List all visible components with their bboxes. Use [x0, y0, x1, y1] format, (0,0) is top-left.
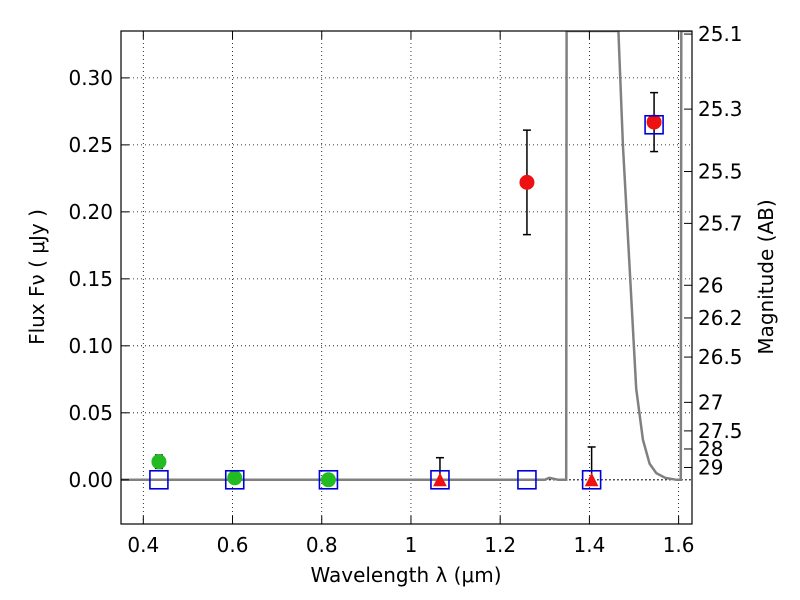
y-tick-label: 0.05 [68, 401, 113, 425]
x-tick-label: 0.6 [217, 533, 249, 557]
data-point-circle [151, 454, 167, 470]
plot-area [121, 31, 692, 490]
model-point-square [644, 114, 664, 135]
model-point-square [318, 469, 339, 490]
y-tick-label: 0.00 [68, 468, 113, 492]
data-point-circle [227, 470, 243, 486]
y2-tick-label: 26.5 [698, 345, 743, 369]
y2-axis-label: Magnitude (AB) [754, 199, 778, 354]
model-point-square [224, 469, 245, 490]
x-tick-label: 1.4 [573, 533, 605, 557]
plot-frame [120, 30, 693, 525]
y2-tick-label: 25.1 [698, 22, 743, 46]
y2-tick-label: 25.7 [698, 211, 743, 235]
y-axis-label: Flux Fν ( μJy ) [25, 209, 49, 345]
model-point-square [517, 469, 537, 490]
y-tick-label: 0.30 [68, 66, 113, 90]
x-axis-label: Wavelength λ (μm) [310, 563, 501, 587]
y2-tick-label: 29 [698, 455, 723, 479]
model-point-square [149, 469, 169, 490]
data-point-circle [646, 114, 662, 130]
y2-tick-label: 27.5 [698, 419, 743, 443]
y2-tick-label: 27 [698, 390, 723, 414]
data-point-circle [519, 174, 535, 190]
y-tick-label: 0.15 [68, 267, 113, 291]
model-spectrum-line [121, 31, 692, 482]
x-tick-label: 1.6 [663, 533, 695, 557]
data-point-triangle [433, 472, 447, 487]
y2-tick-label: 25.3 [698, 97, 743, 121]
y2-tick-label: 26 [698, 273, 723, 297]
y-tick-label: 0.10 [68, 334, 113, 358]
model-point-square [581, 469, 602, 490]
data-point-triangle [584, 472, 599, 487]
y-axis: 0.00 0.05 0.10 0.15 0.20 0.25 0.30 [68, 66, 129, 492]
x-axis: 0.4 0.6 0.8 1 1.2 1.4 1.6 [127, 31, 695, 557]
x-tick-label: 0.4 [127, 533, 159, 557]
data-point-circle [320, 472, 336, 488]
model-point-square [430, 469, 450, 490]
y-tick-label: 0.25 [68, 133, 113, 157]
x-tick-label: 1 [405, 533, 418, 557]
y2-tick-label: 26.2 [698, 306, 743, 330]
y2-tick-label: 28 [698, 437, 723, 461]
y-tick-label: 0.20 [68, 200, 113, 224]
y2-tick-label: 25.5 [698, 160, 743, 184]
x-tick-label: 1.2 [484, 533, 516, 557]
x-tick-label: 0.8 [306, 533, 338, 557]
